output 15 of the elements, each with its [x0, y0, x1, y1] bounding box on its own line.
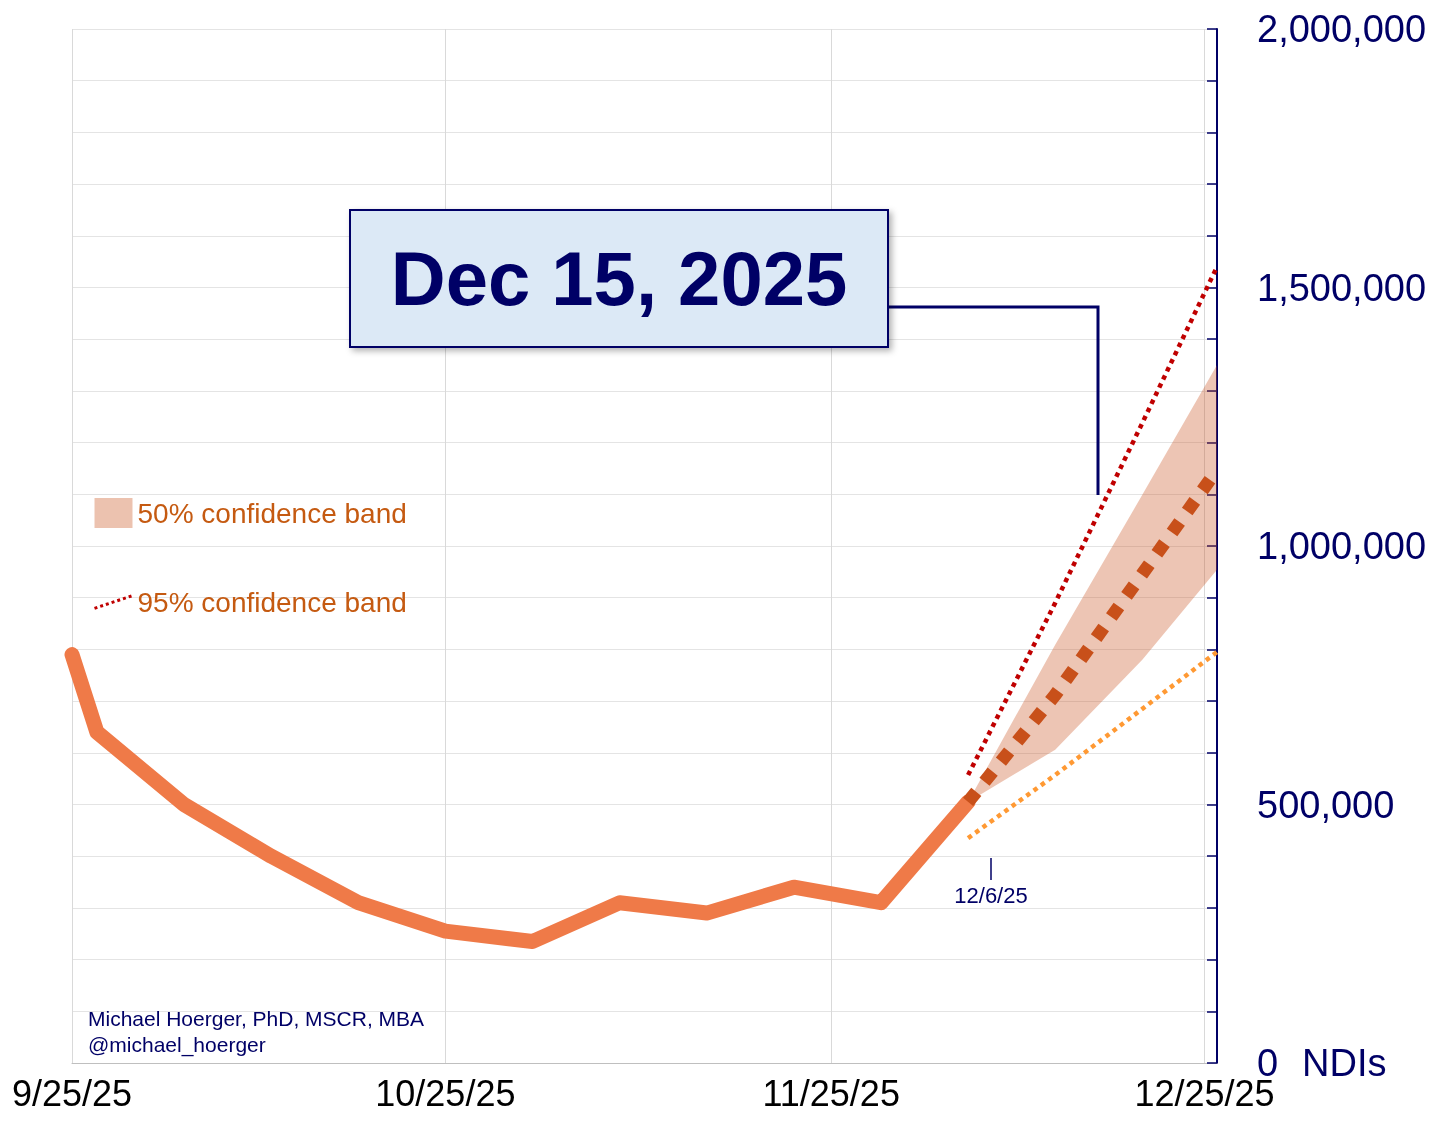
y-tick-label: 1,000,000 — [1257, 525, 1427, 567]
line-series — [965, 649, 1220, 841]
y-axis-title: NDIs — [1302, 1042, 1387, 1084]
x-tick-label: 10/25/25 — [375, 1072, 516, 1114]
annotation: Michael Hoerger, PhD, MSCR, MBA — [88, 1007, 425, 1030]
legend-label: 50% confidence band — [137, 497, 407, 529]
y-tick-label: 1,500,000 — [1257, 266, 1427, 309]
annotation: 12/6/25 — [954, 882, 1028, 908]
y-tick-label: 2,000,000 — [1257, 8, 1427, 50]
x-tick-label: 11/25/25 — [762, 1072, 900, 1114]
annotation: @michael_hoerger — [88, 1033, 266, 1057]
y-tick-label: 500,000 — [1257, 783, 1395, 826]
annotation: Dec 15, 2025 — [390, 236, 848, 321]
legend-label: 95% confidence band — [137, 586, 407, 618]
x-tick-label: 9/25/25 — [11, 1072, 133, 1114]
